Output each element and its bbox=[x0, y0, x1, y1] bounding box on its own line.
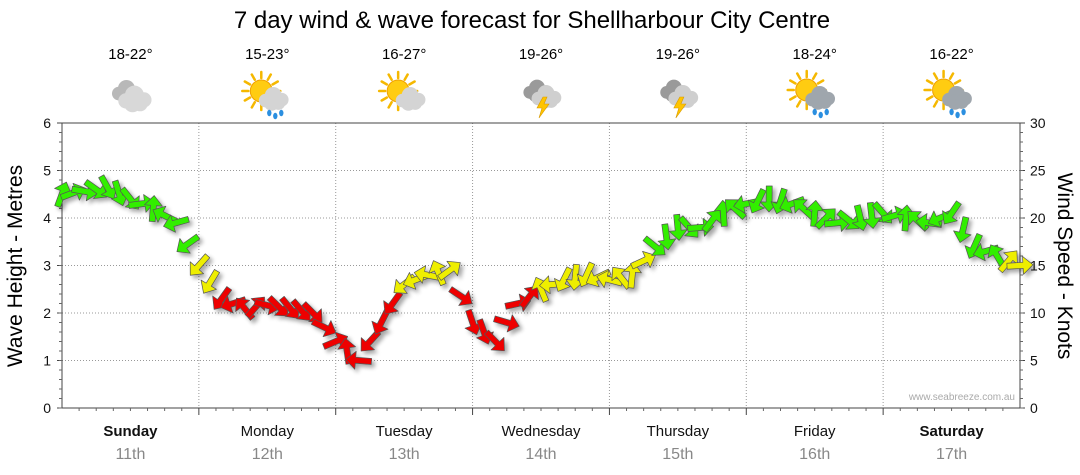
wind-arrow bbox=[189, 253, 211, 276]
wind-arrow bbox=[942, 200, 962, 225]
sun-showers-icon bbox=[786, 69, 836, 119]
right-tick-label: 10 bbox=[1030, 305, 1046, 321]
wind-arrow bbox=[554, 266, 573, 292]
wind-arrow bbox=[176, 233, 201, 254]
left-tick-label: 3 bbox=[43, 258, 51, 274]
wind-arrow bbox=[383, 290, 404, 315]
left-tick-label: 4 bbox=[43, 210, 51, 226]
temperature-range: 18-24° bbox=[793, 46, 837, 63]
credit-watermark: www.seabreeze.com.au bbox=[908, 392, 1015, 403]
wind-arrow bbox=[565, 263, 585, 291]
day-label: Sunday bbox=[103, 423, 158, 440]
wind-arrow bbox=[518, 285, 539, 309]
wind-arrow bbox=[144, 195, 163, 223]
wind-arrow bbox=[531, 276, 550, 303]
partly-cloudy-icon bbox=[377, 70, 426, 112]
wind-arrow bbox=[642, 235, 666, 256]
partly-cloudy-showers-icon bbox=[241, 70, 289, 120]
temperature-range: 19-26° bbox=[519, 46, 563, 63]
wind-arrow bbox=[83, 179, 108, 199]
chart-title: 7 day wind & wave forecast for Shellharb… bbox=[234, 7, 830, 34]
wind-arrow bbox=[657, 223, 677, 251]
left-y-axis: 0 1 2 3 4 5 6 bbox=[43, 115, 62, 416]
wind-arrow bbox=[310, 318, 337, 338]
day-label: Wednesday bbox=[502, 423, 581, 440]
cloudy-icon bbox=[111, 79, 152, 113]
wind-arrow bbox=[437, 260, 461, 281]
temperature-range: 18-22° bbox=[108, 46, 152, 63]
thunderstorm-icon bbox=[523, 79, 562, 119]
temperature-range: 16-22° bbox=[929, 46, 973, 63]
wind-arrow bbox=[953, 216, 972, 243]
right-tick-label: 0 bbox=[1030, 400, 1038, 416]
right-tick-label: 5 bbox=[1030, 353, 1038, 369]
day-label: Thursday bbox=[647, 423, 710, 440]
wind-arrow bbox=[266, 295, 289, 317]
left-tick-label: 0 bbox=[43, 400, 51, 416]
right-tick-label: 30 bbox=[1030, 115, 1046, 131]
wind-arrow bbox=[493, 314, 520, 333]
wind-arrow bbox=[997, 250, 1018, 274]
right-axis-label: Wind Speed - Knots bbox=[1053, 173, 1076, 360]
left-tick-label: 1 bbox=[43, 353, 51, 369]
wind-arrow bbox=[724, 199, 747, 220]
date-label: 13th bbox=[389, 446, 420, 463]
right-tick-label: 15 bbox=[1030, 258, 1046, 274]
wind-arrow bbox=[448, 286, 473, 306]
wind-arrow bbox=[200, 269, 220, 294]
left-tick-label: 5 bbox=[43, 163, 51, 179]
daily-forecast-header: 18-22° 15-23° 16-27° 19-26° 19-26° 18-24° 16-2… bbox=[108, 46, 974, 120]
wind-arrow-series bbox=[54, 174, 1034, 370]
wind-arrow bbox=[163, 214, 190, 233]
wind-arrow bbox=[371, 309, 391, 335]
grid bbox=[62, 123, 1020, 408]
day-label: Friday bbox=[794, 423, 836, 440]
wind-arrow bbox=[862, 201, 882, 229]
plot-area bbox=[61, 122, 1021, 409]
day-label: Tuesday bbox=[376, 423, 433, 440]
wind-arrow bbox=[747, 188, 767, 214]
date-label: 16th bbox=[799, 446, 830, 463]
left-tick-label: 2 bbox=[43, 305, 51, 321]
wind-arrow bbox=[464, 308, 483, 336]
left-axis-label: Wave Height - Metres bbox=[4, 165, 27, 367]
wind-arrow bbox=[630, 251, 656, 270]
wind-arrow bbox=[98, 174, 118, 200]
temperature-range: 16-27° bbox=[382, 46, 426, 63]
right-tick-label: 25 bbox=[1030, 163, 1046, 179]
wind-arrow bbox=[483, 329, 505, 352]
wind-arrow bbox=[623, 261, 642, 289]
temperature-range: 15-23° bbox=[245, 46, 289, 63]
left-tick-label: 6 bbox=[43, 115, 51, 131]
date-label: 14th bbox=[525, 446, 556, 463]
wind-arrow bbox=[836, 209, 860, 230]
date-label: 15th bbox=[662, 446, 693, 463]
date-label: 12th bbox=[252, 446, 283, 463]
day-label: Saturday bbox=[919, 423, 984, 440]
date-label: 17th bbox=[936, 446, 967, 463]
right-tick-label: 20 bbox=[1030, 210, 1046, 226]
date-label: 11th bbox=[115, 446, 145, 463]
thunderstorm-icon bbox=[660, 79, 699, 119]
sun-showers-icon bbox=[923, 69, 972, 119]
day-label: Monday bbox=[241, 423, 295, 440]
wind-arrow bbox=[668, 213, 688, 241]
wind-arrow bbox=[345, 350, 373, 370]
right-y-axis: 0 5 10 15 20 25 30 bbox=[1020, 115, 1046, 416]
wind-arrow bbox=[1006, 255, 1034, 275]
temperature-range: 19-26° bbox=[656, 46, 700, 63]
x-axis-days: Sunday 11th Monday 12th Tuesday 13th Wednesday… bbox=[78, 408, 1004, 463]
wind-arrow bbox=[814, 208, 836, 230]
